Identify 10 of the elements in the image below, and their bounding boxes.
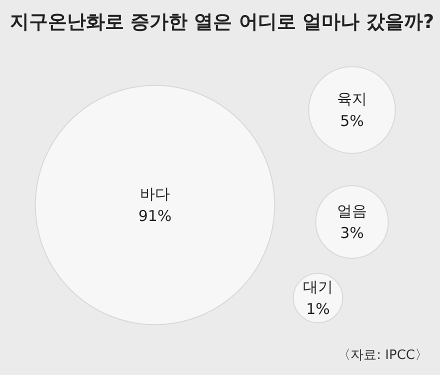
category-label: 대기 bbox=[303, 278, 333, 296]
data-label: 1% bbox=[306, 300, 330, 318]
category-label: 얼음 bbox=[337, 202, 367, 220]
text: 지구온난화로 증가한 열은 어디로 얼마나 갔을까? bbox=[10, 11, 434, 33]
category-label: 바다 bbox=[140, 185, 170, 203]
text: 〈자료: IPCC〉 bbox=[338, 348, 428, 363]
data-label: 91% bbox=[138, 207, 172, 225]
data-label: 5% bbox=[340, 112, 364, 130]
data-label: 3% bbox=[340, 224, 364, 242]
category-label: 육지 bbox=[337, 90, 367, 108]
